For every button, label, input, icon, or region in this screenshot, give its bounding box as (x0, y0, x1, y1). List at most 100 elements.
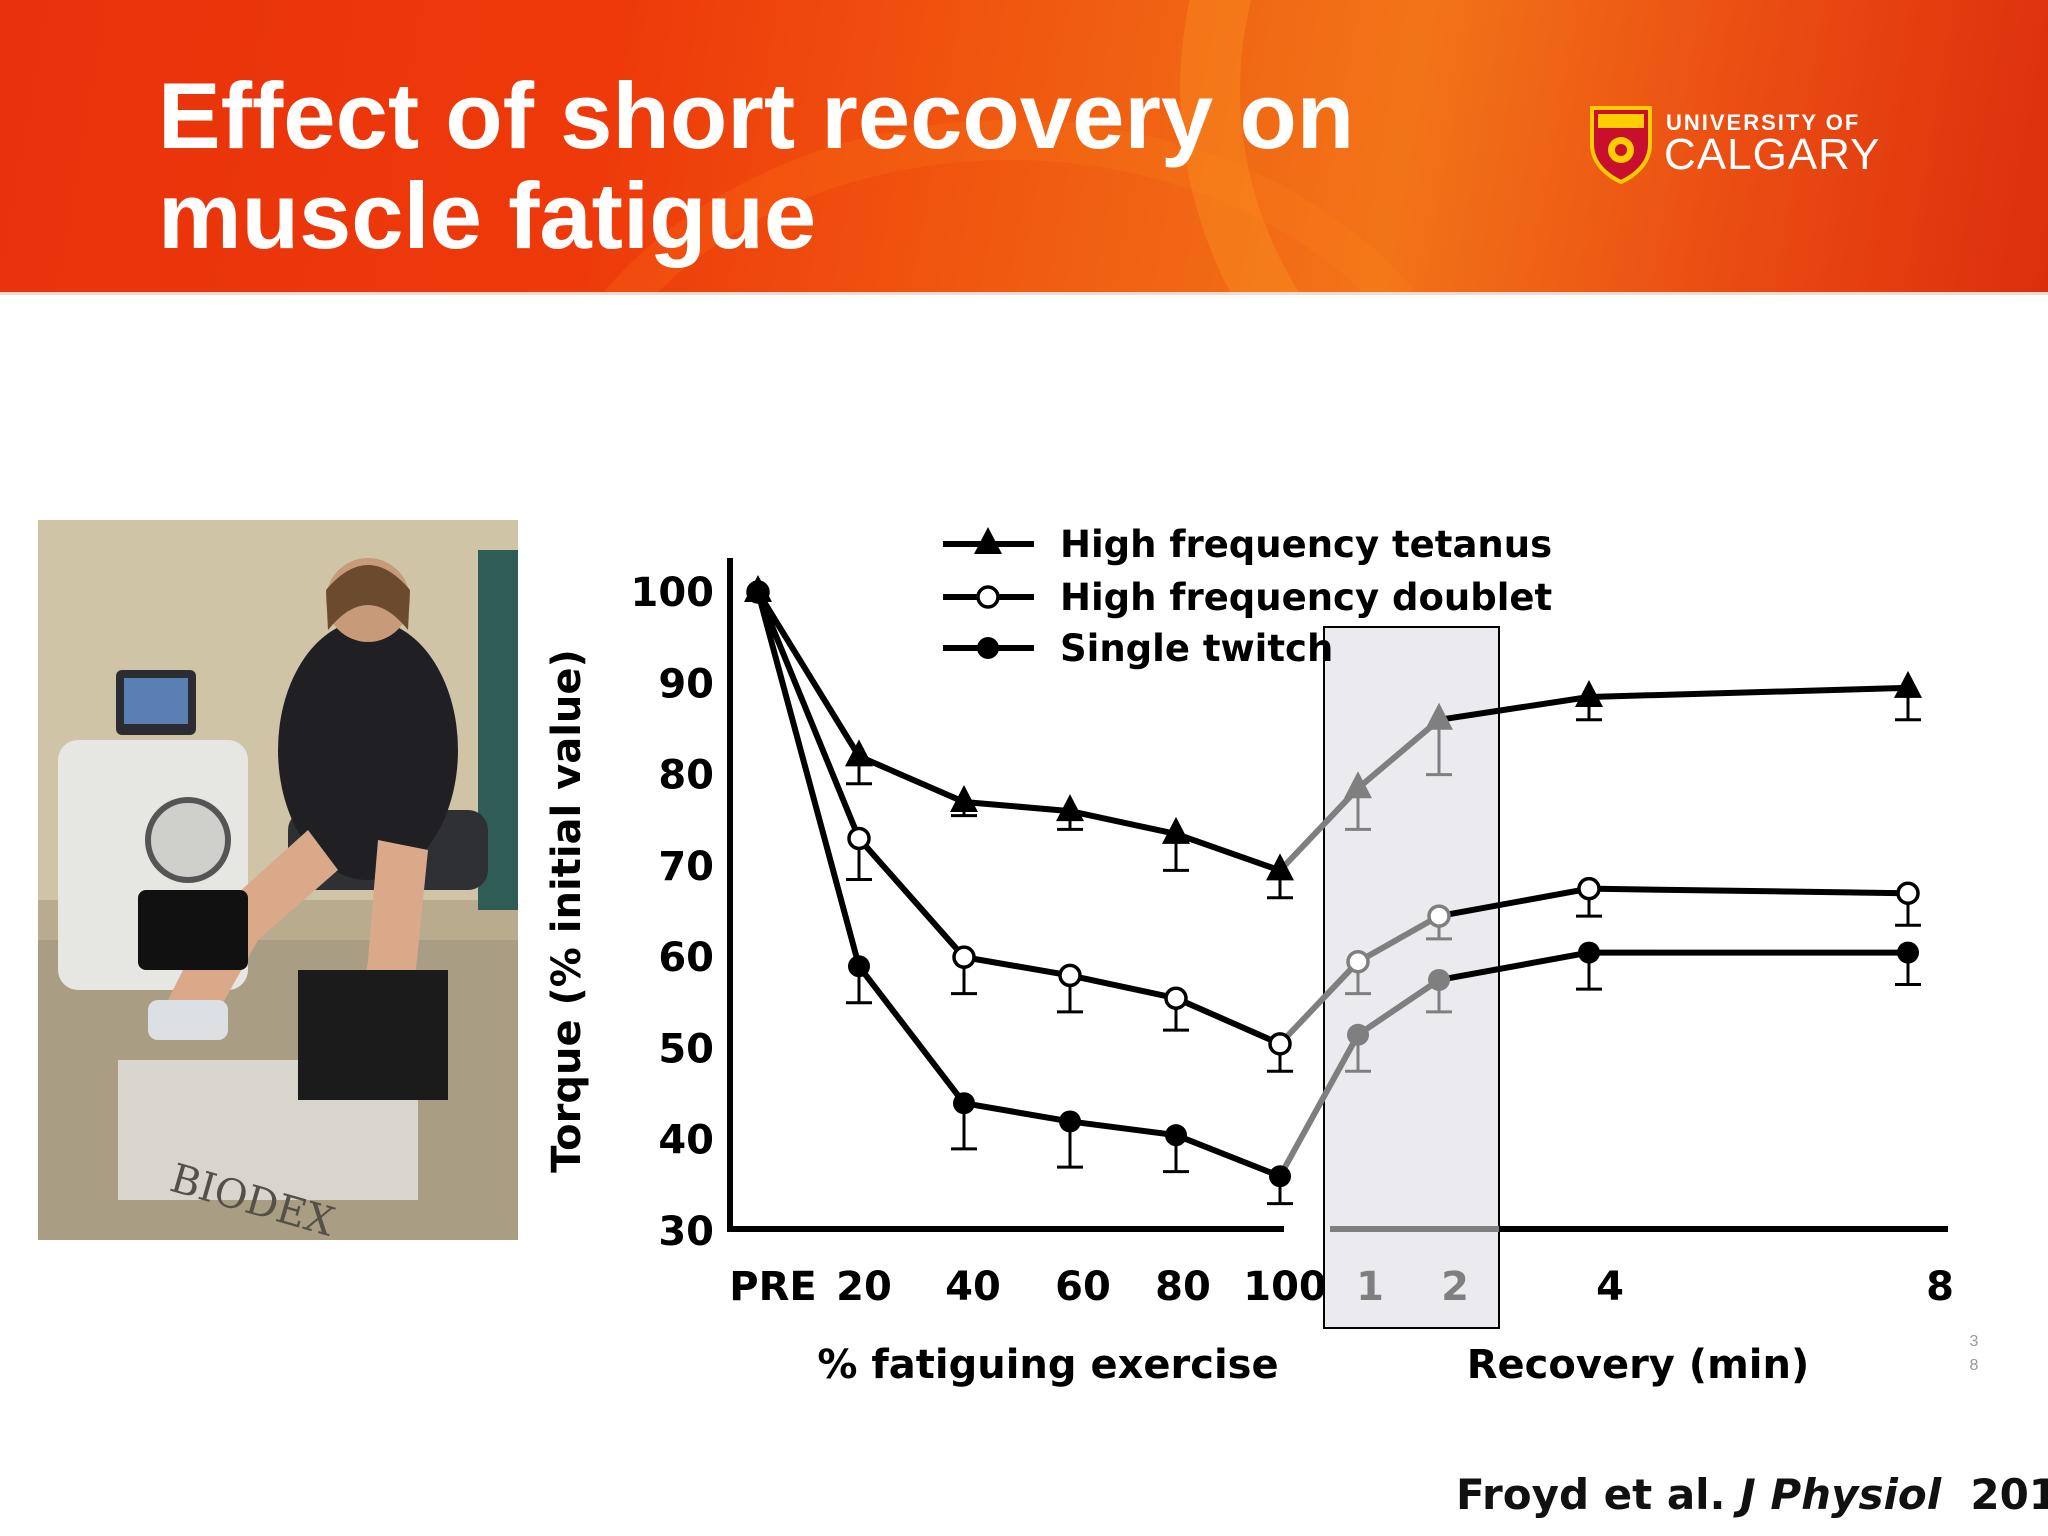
data-point-open-circle (1896, 881, 1920, 905)
data-point-filled-circle (1428, 968, 1450, 991)
series-line-segment (961, 798, 1073, 815)
chart-axes (727, 558, 1948, 1232)
data-point-filled-circle (977, 637, 999, 659)
x-tick-labels: PRE 20 40 60 80 100 1 2 4 8 (729, 1264, 1954, 1310)
series-line-segment (1277, 1031, 1361, 1180)
data-point-filled-circle (1269, 1165, 1291, 1188)
series-line-segment (1436, 949, 1592, 983)
crest-icon (1590, 106, 1652, 184)
data-point-open-circle (1058, 963, 1082, 988)
series-line-segment (961, 954, 1073, 979)
data-point-triangle (1056, 794, 1084, 822)
series-line-segment (1067, 808, 1179, 837)
series-line-segment (1067, 1118, 1179, 1139)
series-line-segment (1277, 958, 1361, 1047)
y-tick-label: 50 (658, 1026, 714, 1072)
series-line-segment (1173, 995, 1283, 1047)
y-tick-label: 30 (658, 1209, 714, 1255)
series-line-segment (755, 589, 862, 760)
x-tick-label: 80 (1155, 1264, 1211, 1310)
biodex-photo: BIODEX (38, 520, 518, 1240)
data-point-filled-circle (848, 955, 870, 978)
citation-authors: Froyd et al. (1456, 1470, 1726, 1519)
x-axis-label-recovery: Recovery (min) (1467, 1342, 1809, 1388)
data-point-open-circle (1164, 986, 1188, 1010)
university-logo: UNIVERSITY OF CALGARY (1588, 104, 1888, 194)
x-tick-label: 8 (1926, 1264, 1954, 1310)
y-tick-label: 60 (658, 935, 714, 981)
citation-year: 2013 (1970, 1470, 2048, 1519)
x-tick-label: 2 (1441, 1264, 1469, 1310)
citation-journal: J Physiol (1740, 1470, 1942, 1519)
series-line-segment (1355, 913, 1442, 965)
x-tick-label: 100 (1243, 1264, 1327, 1310)
data-point-open-circle (952, 945, 976, 969)
data-point-triangle (1575, 679, 1603, 707)
x-tick-label: PRE (729, 1264, 816, 1310)
y-tick-label: 80 (658, 753, 714, 799)
data-point-triangle (950, 784, 978, 812)
data-point-triangle (974, 527, 1002, 554)
data-point-filled-circle (1347, 1023, 1369, 1046)
y-tick-label: 90 (658, 661, 714, 707)
x-tick-label: 20 (836, 1264, 892, 1310)
data-point-filled-circle (1897, 941, 1919, 964)
x-tick-label: 60 (1055, 1264, 1111, 1310)
x-axis-label-exercise: % fatiguing exercise (817, 1342, 1278, 1388)
series-filled-circle (747, 581, 1921, 1206)
logo-line-1: UNIVERSITY OF (1666, 110, 1861, 135)
y-tick-label: 100 (631, 570, 715, 616)
data-point-open-circle (847, 826, 871, 851)
series-line-segment (755, 589, 862, 842)
data-point-open-circle (1268, 1032, 1292, 1056)
data-point-triangle (1266, 853, 1294, 881)
x-tick-label: 1 (1356, 1264, 1384, 1310)
series-line-segment (856, 753, 967, 805)
chart-legend: High frequency tetanus High frequency dou… (943, 523, 1552, 670)
data-point-triangle (1425, 702, 1453, 730)
data-point-open-circle (1427, 904, 1451, 928)
data-point-triangle (1344, 771, 1372, 799)
title-banner: Effect of short recovery on muscle fatig… (0, 0, 2048, 292)
series-line-segment (755, 589, 862, 970)
y-tick-label: 70 (658, 844, 714, 890)
series-line-segment (856, 835, 967, 961)
series-line-segment (1586, 885, 1911, 897)
torque-chart: 100 90 80 70 60 50 40 30 PRE 20 40 60 80 100 1 2 4 8 Tor… (544, 523, 1954, 1388)
legend-label: High frequency doublet (1060, 576, 1552, 619)
citation: Froyd et al. J Physiol 2013 (1456, 1470, 2048, 1519)
series-layer (744, 575, 1922, 1206)
legend-label: Single twitch (1060, 627, 1333, 670)
series-line-segment (1173, 1132, 1283, 1180)
series-line-segment (1586, 684, 1911, 700)
data-point-filled-circle (953, 1092, 975, 1115)
data-point-triangle (845, 739, 873, 767)
series-line-segment (856, 963, 967, 1107)
data-point-open-circle (976, 585, 1000, 609)
y-tick-labels: 100 90 80 70 60 50 40 30 (631, 570, 715, 1255)
series-line-segment (1277, 785, 1361, 874)
recovery-shaded-region (1323, 626, 1500, 1329)
legend-label: High frequency tetanus (1060, 523, 1552, 566)
header-divider (0, 292, 2048, 295)
series-line-segment (961, 1100, 1073, 1125)
x-tick-label: 40 (945, 1264, 1001, 1310)
data-point-filled-circle (1578, 941, 1600, 964)
series-triangle (744, 575, 1922, 900)
data-point-open-circle (1346, 949, 1370, 974)
data-point-open-circle (1577, 876, 1601, 901)
data-point-filled-circle (747, 581, 769, 603)
y-axis-label: Torque (% initial value) (544, 649, 590, 1173)
series-line-segment (1436, 885, 1592, 920)
data-point-triangle (1162, 816, 1190, 844)
data-point-triangle (1894, 670, 1922, 698)
series-line-segment (1355, 716, 1442, 792)
x-tick-label: 4 (1596, 1264, 1624, 1310)
series-line-segment (1173, 830, 1283, 874)
series-line-segment (1436, 693, 1592, 723)
series-line-segment (1355, 976, 1442, 1038)
logo-line-2: CALGARY (1664, 130, 1881, 179)
y-tick-label: 40 (658, 1118, 714, 1164)
data-point-filled-circle (1059, 1110, 1081, 1133)
